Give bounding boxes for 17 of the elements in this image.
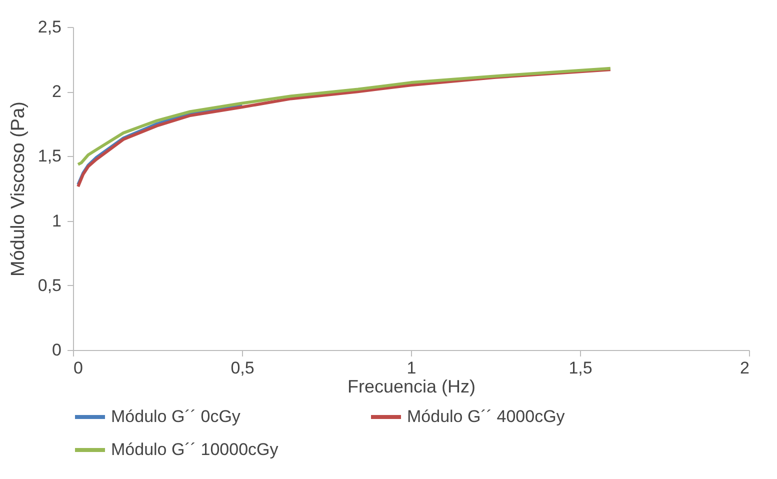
legend-label: Módulo G´´ 0cGy [111, 407, 241, 426]
legend-label: Módulo G´´ 4000cGy [407, 407, 566, 426]
x-tick-label: 0,5 [230, 358, 254, 378]
y-tick-label: 1,5 [38, 146, 62, 166]
x-tick-label: 0 [74, 358, 83, 378]
y-axis-title: Módulo Viscoso (Pa) [8, 102, 29, 276]
x-tick-label: 1 [406, 358, 416, 378]
x-tick-label: 1,5 [568, 358, 592, 378]
y-tick-label: 2,5 [38, 18, 62, 36]
x-tick-label: 2 [740, 358, 750, 378]
y-tick-label: 2 [52, 82, 62, 102]
x-axis-title: Frecuencia (Hz) [347, 376, 476, 396]
line-series [76, 66, 612, 166]
y-tick-label: 0 [52, 340, 62, 360]
y-tick-label: 0,5 [38, 276, 62, 295]
y-tick-label: 1 [52, 211, 62, 230]
legend-label: Módulo G´´ 10000cGy [111, 440, 279, 459]
